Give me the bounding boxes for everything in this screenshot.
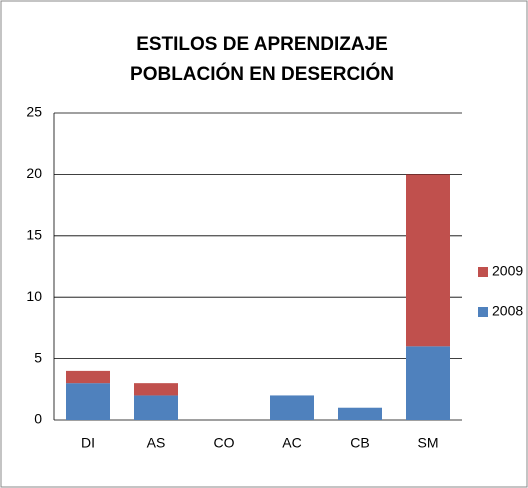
- x-tick-label: AC: [282, 435, 301, 451]
- bar-segment: [270, 395, 314, 420]
- bar-segment: [406, 346, 450, 420]
- legend-label: 2008: [492, 303, 523, 319]
- x-tick-label: AS: [147, 435, 166, 451]
- y-tick-label: 15: [26, 227, 42, 243]
- chart-title: ESTILOS DE APRENDIZAJE: [136, 34, 388, 55]
- x-tick-label: CB: [350, 435, 369, 451]
- y-tick-label: 10: [26, 288, 42, 304]
- legend-swatch: [478, 267, 488, 277]
- bar-segment: [66, 383, 110, 420]
- legend-swatch: [478, 307, 488, 317]
- y-tick-label: 0: [34, 411, 42, 427]
- bar-segment: [406, 174, 450, 347]
- y-tick-label: 20: [26, 165, 42, 181]
- bar-segment: [134, 395, 178, 420]
- y-tick-label: 5: [34, 349, 42, 365]
- x-tick-label: CO: [214, 435, 235, 451]
- legend-label: 2009: [492, 263, 523, 279]
- x-tick-label: DI: [81, 435, 95, 451]
- y-tick-label: 25: [26, 104, 42, 120]
- bar-segment: [66, 370, 110, 384]
- bar-segment: [134, 383, 178, 396]
- chart-title: POBLACIÓN EN DESERCIÓN: [130, 63, 394, 85]
- x-tick-label: SM: [418, 435, 439, 451]
- bar-segment: [338, 407, 382, 420]
